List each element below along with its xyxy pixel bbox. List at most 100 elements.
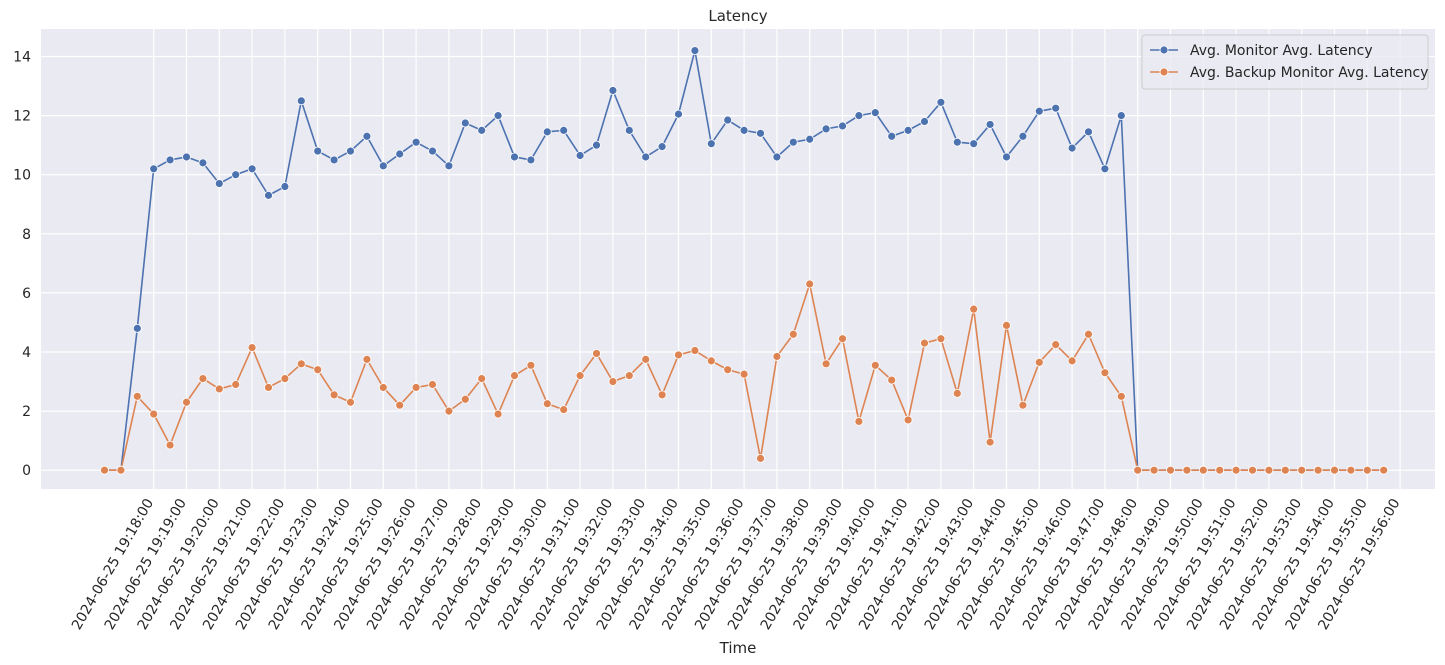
data-point-series-1	[657, 390, 667, 400]
data-point-series-0	[690, 46, 700, 55]
data-point-series-0	[723, 115, 733, 125]
data-point-series-0	[657, 142, 667, 152]
data-point-series-1	[1313, 465, 1323, 475]
data-point-series-1	[985, 437, 995, 447]
data-point-series-0	[624, 125, 634, 135]
data-point-series-0	[149, 164, 159, 174]
data-point-series-1	[641, 354, 651, 364]
data-point-series-0	[1051, 103, 1061, 113]
data-point-series-1	[1100, 368, 1110, 378]
data-point-series-0	[936, 97, 946, 107]
data-point-series-1	[1198, 465, 1208, 475]
data-point-series-0	[411, 137, 421, 147]
legend-label-backup-monitor: Avg. Backup Monitor Avg. Latency	[1190, 65, 1428, 81]
data-point-series-0	[575, 151, 585, 160]
data-point-series-0	[182, 152, 191, 162]
data-point-series-1	[624, 371, 634, 381]
data-point-series-0	[214, 179, 224, 188]
data-point-series-0	[198, 158, 208, 168]
data-point-series-1	[460, 394, 470, 404]
data-point-series-0	[559, 125, 569, 135]
data-point-series-1	[116, 465, 126, 475]
data-point-series-1	[1133, 465, 1143, 475]
data-point-series-1	[1018, 400, 1028, 410]
data-point-series-0	[460, 118, 470, 128]
data-point-series-1	[559, 405, 569, 415]
data-point-series-1	[706, 356, 716, 366]
data-point-series-0	[739, 125, 749, 135]
legend-marker-backup-monitor	[1159, 67, 1169, 77]
data-point-series-1	[1362, 465, 1372, 475]
data-point-series-0	[805, 134, 815, 144]
data-point-series-1	[887, 375, 897, 385]
data-point-series-1	[280, 374, 290, 383]
data-point-series-1	[132, 391, 142, 401]
data-point-series-1	[772, 352, 782, 361]
chart-title: Latency	[708, 7, 767, 25]
data-point-series-0	[1067, 143, 1077, 153]
data-point-series-1	[1002, 320, 1011, 330]
data-point-series-0	[477, 125, 487, 135]
data-point-series-1	[854, 417, 864, 426]
data-point-series-0	[526, 155, 536, 165]
data-point-series-1	[477, 374, 487, 383]
data-point-series-1	[1166, 465, 1175, 475]
data-point-series-1	[838, 334, 847, 344]
data-point-series-1	[1067, 356, 1077, 366]
y-tick-label: 6	[22, 286, 31, 302]
legend-box	[1141, 34, 1429, 90]
data-point-series-0	[952, 137, 962, 147]
data-point-series-1	[346, 397, 355, 407]
data-point-series-0	[1116, 111, 1126, 120]
data-point-series-1	[1248, 465, 1257, 475]
x-gridlines	[153, 29, 1401, 489]
data-point-series-1	[1297, 465, 1307, 475]
y-tick-label: 14	[13, 50, 31, 66]
data-point-series-1	[296, 359, 306, 369]
y-gridlines	[41, 55, 1435, 471]
data-point-series-0	[969, 139, 979, 149]
y-tick-label: 12	[13, 109, 31, 125]
data-point-series-0	[772, 152, 782, 162]
data-point-series-1	[920, 338, 929, 348]
data-point-series-0	[1034, 106, 1044, 116]
data-point-series-1	[690, 346, 700, 355]
data-point-series-0	[444, 161, 454, 171]
data-point-series-1	[936, 334, 946, 344]
y-tick-label: 4	[22, 345, 31, 361]
data-point-series-1	[198, 374, 208, 383]
data-point-series-1	[805, 279, 815, 289]
data-point-series-1	[428, 380, 437, 389]
data-point-series-1	[411, 383, 421, 392]
data-point-series-1	[575, 371, 585, 381]
data-point-series-1	[542, 399, 552, 409]
data-point-series-1	[313, 365, 323, 375]
y-tick-labels: 0 2 4 6 8 10 12 14	[13, 50, 31, 480]
data-point-series-0	[247, 164, 257, 174]
data-point-series-0	[920, 117, 929, 126]
data-point-series-1	[1264, 465, 1274, 475]
data-point-series-0	[1002, 152, 1011, 162]
data-point-series-0	[395, 149, 405, 159]
data-point-series-1	[100, 465, 109, 475]
data-point-series-1	[149, 409, 159, 419]
data-point-series-1	[493, 409, 503, 419]
legend-label-monitor: Avg. Monitor Avg. Latency	[1190, 43, 1373, 59]
data-point-series-1	[1231, 465, 1241, 475]
data-point-series-1	[1034, 357, 1044, 367]
legend-marker-monitor	[1159, 45, 1169, 55]
data-point-series-0	[641, 152, 651, 162]
data-point-series-0	[362, 131, 372, 141]
data-point-series-1	[739, 369, 749, 379]
data-point-series-0	[674, 109, 683, 119]
data-point-series-0	[1100, 164, 1110, 174]
data-point-series-0	[329, 155, 339, 165]
data-point-series-1	[1379, 465, 1389, 475]
data-point-series-0	[542, 127, 552, 137]
data-point-series-1	[723, 365, 733, 375]
data-point-series-0	[608, 86, 618, 95]
data-point-series-1	[1182, 465, 1192, 475]
y-tick-label: 8	[22, 227, 31, 243]
data-point-series-0	[706, 139, 716, 149]
data-point-series-0	[903, 125, 913, 135]
